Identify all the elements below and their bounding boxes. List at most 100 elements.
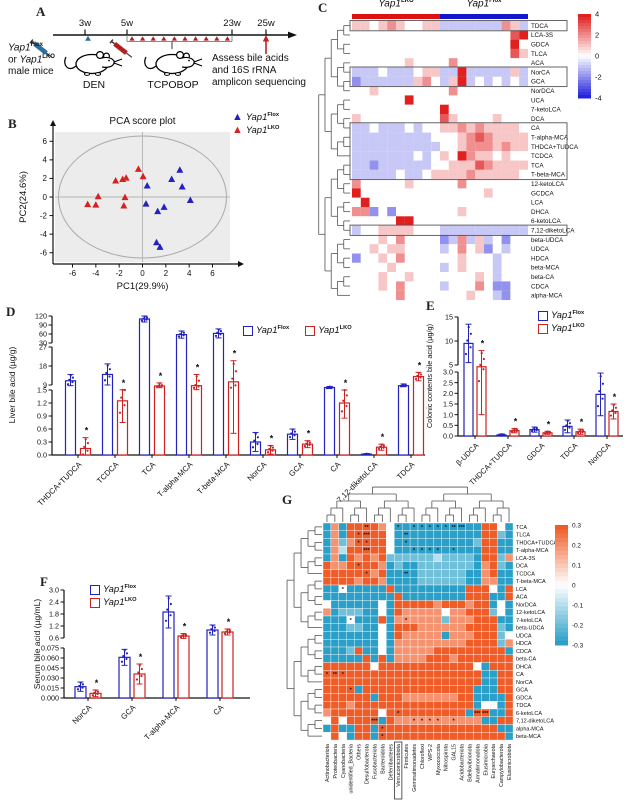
svg-text:7-ketoLCA: 7-ketoLCA bbox=[516, 618, 542, 624]
svg-text:*: * bbox=[421, 548, 424, 554]
svg-text:*: * bbox=[547, 419, 551, 429]
svg-text:23w: 23w bbox=[223, 18, 241, 29]
svg-text:CDCA: CDCA bbox=[516, 649, 532, 655]
serum-legend: Yap1Flox Yap1LKO bbox=[90, 584, 137, 608]
legend-lko: ▲ Yap1LKO bbox=[232, 124, 280, 137]
svg-text:LCA-3S: LCA-3S bbox=[531, 32, 553, 39]
svg-text:4: 4 bbox=[187, 269, 192, 278]
legend-lko: Yap1LKO bbox=[305, 325, 352, 336]
svg-text:GAL15: GAL15 bbox=[452, 744, 458, 761]
svg-text:CA: CA bbox=[211, 702, 226, 717]
svg-text:*: * bbox=[381, 432, 385, 442]
svg-text:*: * bbox=[405, 540, 408, 546]
svg-text:GDCA: GDCA bbox=[516, 695, 532, 701]
assess-label: Assess bile acids and 16S rRNA amplicon … bbox=[212, 53, 306, 88]
svg-text:***: *** bbox=[371, 719, 378, 725]
svg-text:T-alpha-MCA: T-alpha-MCA bbox=[531, 134, 569, 141]
svg-text:7-ketoLCA: 7-ketoLCA bbox=[531, 107, 562, 114]
svg-text:WPS-2: WPS-2 bbox=[428, 744, 434, 761]
svg-text:NorDCA: NorDCA bbox=[531, 88, 555, 95]
svg-text:alpha-MCA: alpha-MCA bbox=[516, 726, 544, 732]
svg-text:-4: -4 bbox=[595, 94, 602, 103]
svg-text:Euryarchaeota: Euryarchaeota bbox=[491, 744, 497, 779]
svg-text:2: 2 bbox=[43, 174, 48, 183]
pca-score-plot: -6 -4 -2 0 2 4 6 -6 -4 -2 0 2 4 6 PCA score plot PC1(29… bbox=[18, 116, 244, 292]
svg-text:T-beta-MCA: T-beta-MCA bbox=[531, 172, 566, 179]
svg-text:-0.1: -0.1 bbox=[572, 602, 584, 609]
svg-text:***: *** bbox=[363, 548, 370, 554]
svg-text:0.045: 0.045 bbox=[41, 664, 59, 673]
svg-text:Colonic contents bile acid (µg: Colonic contents bile acid (µg/g) bbox=[425, 324, 434, 428]
svg-text:Bdellovibrionota: Bdellovibrionota bbox=[467, 744, 473, 782]
svg-text:HDCA: HDCA bbox=[531, 255, 550, 262]
svg-text:NorCA: NorCA bbox=[245, 459, 268, 482]
svg-text:0.1: 0.1 bbox=[572, 562, 581, 569]
svg-text:0.3: 0.3 bbox=[37, 438, 47, 447]
svg-text:PC2(24.6%): PC2(24.6%) bbox=[18, 171, 29, 223]
study-timeline-figure: 3w 5w 23w 25w bbox=[29, 18, 297, 76]
svg-text:*: * bbox=[381, 726, 384, 732]
svg-text:3.0: 3.0 bbox=[443, 368, 453, 377]
svg-text:β-UDCA: β-UDCA bbox=[454, 441, 480, 467]
svg-text:beta-MCA: beta-MCA bbox=[516, 734, 541, 740]
svg-text:TCDCA: TCDCA bbox=[516, 571, 535, 577]
lko-square-icon bbox=[538, 323, 548, 334]
svg-text:-4: -4 bbox=[40, 230, 48, 239]
svg-text:0: 0 bbox=[140, 269, 145, 278]
svg-text:2: 2 bbox=[595, 31, 599, 40]
svg-text:THDCA+TUDCA: THDCA+TUDCA bbox=[36, 459, 84, 507]
svg-text:DHCA: DHCA bbox=[531, 209, 550, 216]
legend-flox: Yap1Flox bbox=[90, 584, 137, 595]
svg-text:GDCA: GDCA bbox=[531, 41, 550, 48]
svg-text:NorCA: NorCA bbox=[70, 702, 93, 725]
svg-text:TCA: TCA bbox=[140, 459, 158, 477]
svg-text:*: * bbox=[437, 525, 440, 531]
heatmap-group-lko-label: Yap1LKO bbox=[378, 0, 414, 10]
svg-text:*: * bbox=[397, 525, 400, 531]
svg-text:GCA: GCA bbox=[287, 459, 306, 478]
flox-square-icon bbox=[538, 310, 548, 321]
panel-f-label: F bbox=[40, 574, 48, 589]
svg-text:*: * bbox=[418, 360, 422, 370]
svg-text:*: * bbox=[413, 548, 416, 554]
svg-text:Gemmatimonadetes: Gemmatimonadetes bbox=[412, 744, 418, 792]
svg-text:*: * bbox=[613, 392, 617, 402]
svg-text:*: * bbox=[233, 349, 237, 359]
svg-text:0.0: 0.0 bbox=[37, 451, 47, 460]
svg-text:TLCA: TLCA bbox=[531, 51, 548, 58]
panel-g-label: G bbox=[282, 492, 293, 507]
svg-text:7,12-diketoLCA: 7,12-diketoLCA bbox=[531, 227, 575, 234]
svg-text:*: * bbox=[365, 540, 368, 546]
lko-triangle-icon: ▲ bbox=[232, 124, 243, 137]
svg-text:LCA: LCA bbox=[516, 587, 527, 593]
svg-text:0.075: 0.075 bbox=[41, 644, 59, 653]
svg-text:CA: CA bbox=[516, 672, 524, 678]
svg-text:*: * bbox=[580, 417, 584, 427]
flox-square-icon bbox=[243, 325, 253, 336]
svg-text:*: * bbox=[358, 533, 361, 539]
svg-text:beta-UDCA: beta-UDCA bbox=[516, 626, 544, 632]
svg-text:ACA: ACA bbox=[516, 595, 528, 601]
svg-text:*: * bbox=[413, 719, 416, 725]
mouse-genotype-label: Yap1Flox or Yap1LKO male mice bbox=[8, 42, 55, 78]
svg-text:beta-CA: beta-CA bbox=[531, 274, 555, 281]
svg-text:*: * bbox=[270, 433, 274, 443]
svg-text:CA: CA bbox=[531, 125, 541, 132]
svg-text:T-alpha-MCA: T-alpha-MCA bbox=[516, 548, 549, 554]
svg-text:***: *** bbox=[474, 711, 481, 717]
den-label: DEN bbox=[82, 79, 106, 91]
svg-text:THDCA+TUDCA: THDCA+TUDCA bbox=[531, 144, 579, 151]
svg-text:unidentified_Bacteria: unidentified_Bacteria bbox=[349, 744, 355, 794]
svg-text:UDCA: UDCA bbox=[516, 633, 532, 639]
svg-text:Campylobacterota: Campylobacterota bbox=[499, 744, 505, 787]
svg-text:Firmicutes: Firmicutes bbox=[404, 744, 410, 769]
svg-text:PC1(29.9%): PC1(29.9%) bbox=[117, 281, 169, 292]
svg-text:*: * bbox=[350, 618, 353, 624]
svg-text:GCA: GCA bbox=[531, 79, 545, 86]
svg-text:NorDCA: NorDCA bbox=[516, 602, 537, 608]
svg-text:*: * bbox=[381, 734, 384, 740]
svg-text:*: * bbox=[183, 622, 187, 632]
svg-text:2.0: 2.0 bbox=[443, 389, 453, 398]
svg-text:0.3: 0.3 bbox=[572, 522, 581, 529]
